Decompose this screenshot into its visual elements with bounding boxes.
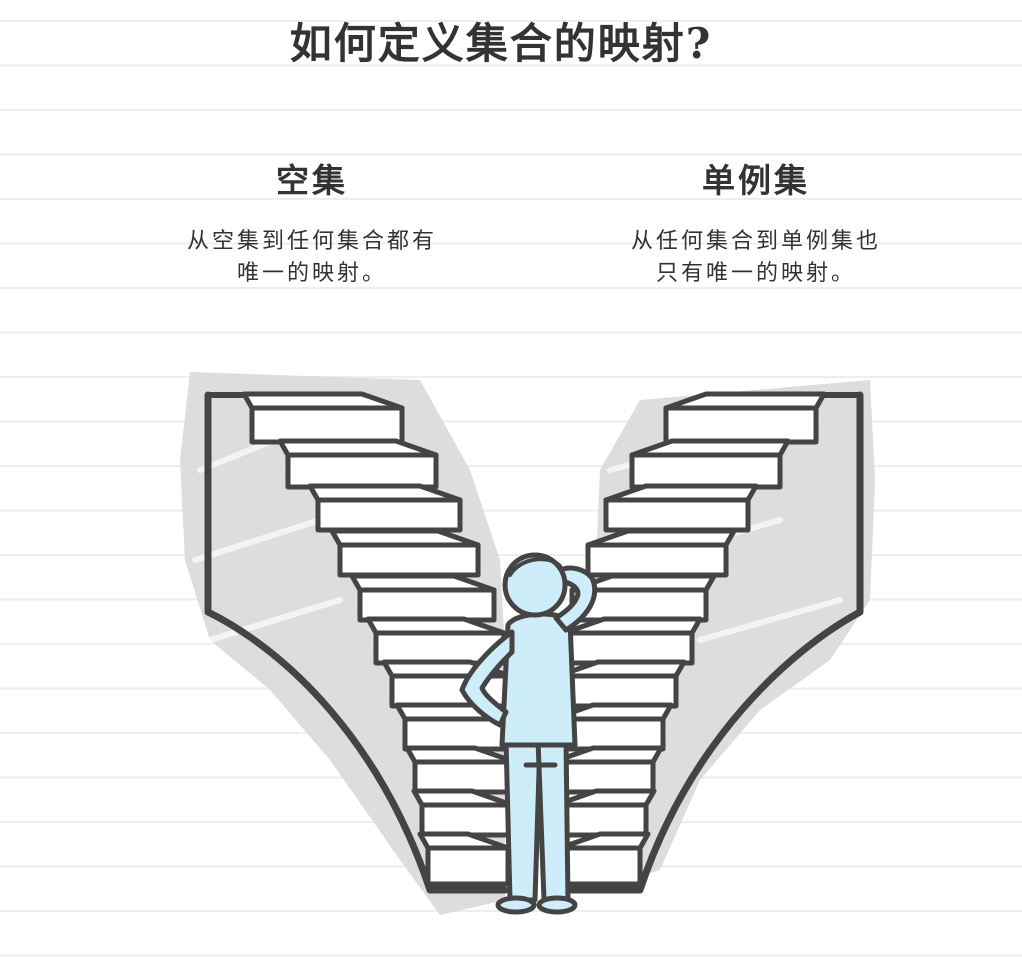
person-before-two-staircases-illustration (180, 372, 875, 915)
empty-set-heading: 空集 (276, 161, 348, 200)
right-staircase-wall (566, 391, 864, 894)
person-head (502, 552, 568, 618)
right-step-riser (557, 845, 643, 887)
right-step-riser (629, 452, 783, 490)
empty-set-description: 从空集到任何集合都有 唯一的映射。 (152, 226, 472, 290)
left-step-riser (285, 452, 439, 490)
shading-streak (192, 517, 323, 563)
empty-set-column: 空集 从空集到任何集合都有 唯一的映射。 (152, 158, 472, 290)
empty-set-description-line: 唯一的映射。 (236, 261, 387, 286)
shading-streak (207, 597, 343, 643)
singleton-set-description-line: 从任何集合到单例集也 (630, 229, 881, 254)
left-step-riser (419, 802, 515, 838)
left-step-riser (412, 759, 518, 795)
left-staircase-wall (204, 391, 509, 894)
left-step-riser (249, 405, 405, 445)
person-torso (499, 611, 578, 748)
singleton-set-description-line: 只有唯一的映射。 (655, 261, 856, 286)
page-title: 如何定义集合的映射? (289, 19, 713, 68)
person-right-foot (536, 895, 578, 915)
singleton-set-column: 单例集 从任何集合到单例集也 只有唯一的映射。 (596, 158, 916, 290)
left-step-riser (425, 845, 511, 887)
right-step-riser (585, 542, 729, 578)
right-step-riser (663, 405, 819, 445)
shading-streak (697, 597, 843, 643)
singleton-set-description: 从任何集合到单例集也 只有唯一的映射。 (596, 226, 916, 290)
person-figure (459, 552, 598, 915)
empty-set-description-line: 从空集到任何集合都有 (186, 229, 437, 254)
singleton-set-heading: 单例集 (702, 161, 810, 200)
person-left-arm (459, 629, 515, 728)
right-step-riser (561, 630, 695, 666)
right-step-riser (603, 497, 751, 533)
left-step-riser (337, 542, 481, 578)
person-hair (508, 557, 562, 577)
left-step-riser (315, 497, 463, 533)
person-left-foot (495, 895, 537, 915)
left-step-riser (357, 587, 497, 623)
